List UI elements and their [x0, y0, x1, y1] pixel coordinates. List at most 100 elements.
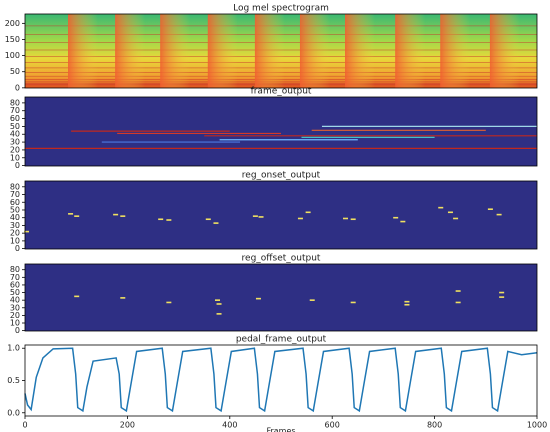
- y-tick-label: 60: [10, 280, 20, 289]
- y-tick-label: 70: [10, 190, 20, 199]
- event-point: [113, 213, 119, 216]
- y-tick-label: 30: [10, 138, 20, 147]
- event-point: [120, 297, 126, 299]
- event-point: [453, 217, 459, 220]
- event-point: [438, 206, 444, 209]
- panel-title: Log mel spectrogram: [233, 4, 329, 14]
- y-tick-label: 20: [10, 145, 20, 154]
- y-tick-label: 0: [15, 244, 20, 253]
- onset-column: [254, 14, 285, 88]
- x-tick-label: 200: [120, 421, 135, 430]
- y-tick-label: 70: [10, 106, 20, 115]
- y-tick-label: 10: [10, 153, 20, 162]
- y-tick-label: 30: [10, 303, 20, 312]
- panel-title: reg_onset_output: [242, 171, 321, 181]
- event-point: [309, 299, 315, 301]
- y-tick-label: 20: [10, 311, 20, 320]
- y-tick-label: 1.0: [7, 344, 20, 353]
- y-tick-label: 80: [10, 182, 20, 191]
- event-point: [297, 217, 303, 220]
- axes-frame: [24, 263, 538, 332]
- x-tick-label: 400: [222, 421, 237, 430]
- y-tick-label: 0.0: [7, 408, 20, 417]
- event-point: [404, 300, 410, 303]
- event-point: [404, 303, 410, 306]
- y-tick-label: 50: [10, 67, 20, 76]
- event-point: [205, 218, 211, 221]
- y-tick-label: 200: [5, 19, 20, 28]
- heatmap-bg: [25, 264, 537, 331]
- y-tick-label: 0: [15, 83, 20, 92]
- event-point: [252, 215, 258, 217]
- y-tick-label: 10: [10, 319, 20, 328]
- event-point: [499, 296, 505, 298]
- y-tick-label: 20: [10, 229, 20, 238]
- onset-column: [160, 14, 191, 88]
- y-tick-label: 50: [10, 122, 20, 131]
- y-tick-label: 100: [5, 51, 20, 60]
- axes-frame: [24, 180, 538, 250]
- event-point: [166, 301, 172, 304]
- event-point: [255, 297, 261, 300]
- event-point: [350, 218, 356, 221]
- panel-title: frame_output: [251, 87, 312, 97]
- onset-column: [299, 14, 330, 88]
- event-point: [74, 215, 80, 217]
- y-tick-label: 80: [10, 98, 20, 107]
- y-tick-label: 60: [10, 114, 20, 123]
- event-point: [343, 217, 348, 220]
- event-point: [455, 301, 461, 304]
- x-tick-label: 800: [427, 421, 442, 430]
- event-point: [24, 230, 30, 233]
- heatmap-bg: [25, 181, 537, 249]
- onset-column: [489, 14, 520, 88]
- event-point: [166, 219, 172, 221]
- panel-title: reg_offset_output: [242, 254, 321, 264]
- event-point: [496, 213, 502, 216]
- onset-column: [207, 14, 238, 88]
- y-tick-label: 40: [10, 213, 20, 222]
- event-point: [158, 218, 164, 221]
- x-tick-label: 1000: [527, 421, 547, 430]
- axes-frame: [24, 344, 538, 417]
- y-tick-label: 70: [10, 273, 20, 282]
- onset-column: [345, 14, 375, 88]
- panel-title: pedal_frame_output: [236, 335, 327, 345]
- y-tick-label: 10: [10, 236, 20, 245]
- event-point: [74, 295, 80, 298]
- event-point: [68, 213, 74, 215]
- y-tick-label: 80: [10, 265, 20, 274]
- event-point: [216, 303, 222, 305]
- y-tick-label: 60: [10, 198, 20, 207]
- event-point: [216, 313, 222, 315]
- y-tick-label: 150: [5, 35, 20, 44]
- y-tick-label: 0.5: [7, 376, 20, 385]
- onset-column: [115, 14, 146, 88]
- y-tick-label: 30: [10, 221, 20, 230]
- onset-column: [68, 14, 99, 88]
- event-point: [305, 211, 311, 214]
- y-tick-label: 0: [15, 161, 20, 170]
- event-point: [393, 216, 399, 219]
- y-tick-label: 40: [10, 130, 20, 139]
- event-point: [213, 222, 219, 224]
- x-axis-label: Frames: [266, 427, 295, 432]
- event-point: [499, 291, 505, 294]
- onset-column: [440, 14, 471, 88]
- onset-column: [395, 14, 426, 88]
- pedal-line: [24, 347, 538, 413]
- axes-frame: [24, 13, 538, 89]
- event-point: [215, 299, 220, 301]
- y-tick-label: 50: [10, 288, 20, 297]
- event-point: [120, 215, 126, 217]
- y-tick-label: 0: [15, 326, 20, 335]
- y-tick-label: 50: [10, 205, 20, 214]
- event-point: [258, 216, 264, 218]
- x-tick-label: 0: [22, 421, 27, 430]
- event-point: [455, 290, 461, 292]
- event-point: [487, 208, 493, 211]
- axes-frame: [24, 96, 538, 167]
- x-tick-label: 600: [325, 421, 340, 430]
- y-tick-label: 40: [10, 296, 20, 305]
